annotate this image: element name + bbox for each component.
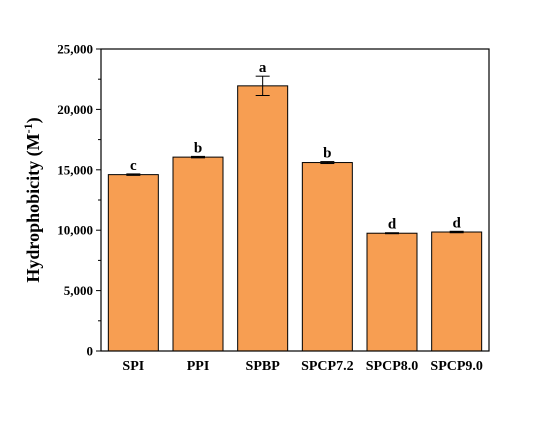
bar-spi — [107, 174, 159, 352]
x-tick-label: SPCP8.0 — [366, 359, 419, 374]
significance-label: a — [259, 60, 267, 76]
y-tick-label: 25,000 — [57, 42, 93, 57]
bar-spcp9-0 — [431, 231, 483, 352]
plot-frame — [100, 48, 490, 352]
y-tick-label: 10,000 — [57, 223, 93, 238]
significance-label: d — [452, 215, 461, 231]
bar-ppi — [172, 156, 224, 352]
bar-spbp — [237, 85, 289, 352]
x-tick-label: PPI — [187, 359, 210, 374]
y-tick-label: 20,000 — [57, 102, 93, 117]
y-axis-label: Hydrophobicity (M-1) — [21, 117, 44, 282]
x-tick-label: SPI — [122, 359, 144, 374]
x-tick-label: SPCP9.0 — [430, 359, 483, 374]
x-tick-label: SPBP — [246, 359, 281, 374]
significance-label: b — [323, 146, 331, 162]
bar-spcp7-2 — [301, 162, 353, 352]
plot-area: c SPI b PPI a SPBP b SPCP7.2 d SPCP8.0 d SPCP9.0 0 5,… — [57, 42, 490, 374]
y-tick-label: 5,000 — [64, 283, 93, 298]
significance-label: b — [194, 140, 202, 156]
significance-label: d — [388, 217, 397, 233]
significance-label: c — [130, 158, 137, 174]
y-tick-label: 0 — [87, 344, 94, 359]
y-tick-label: 15,000 — [57, 162, 93, 177]
bar-spcp8-0 — [366, 232, 418, 352]
x-tick-label: SPCP7.2 — [301, 359, 354, 374]
